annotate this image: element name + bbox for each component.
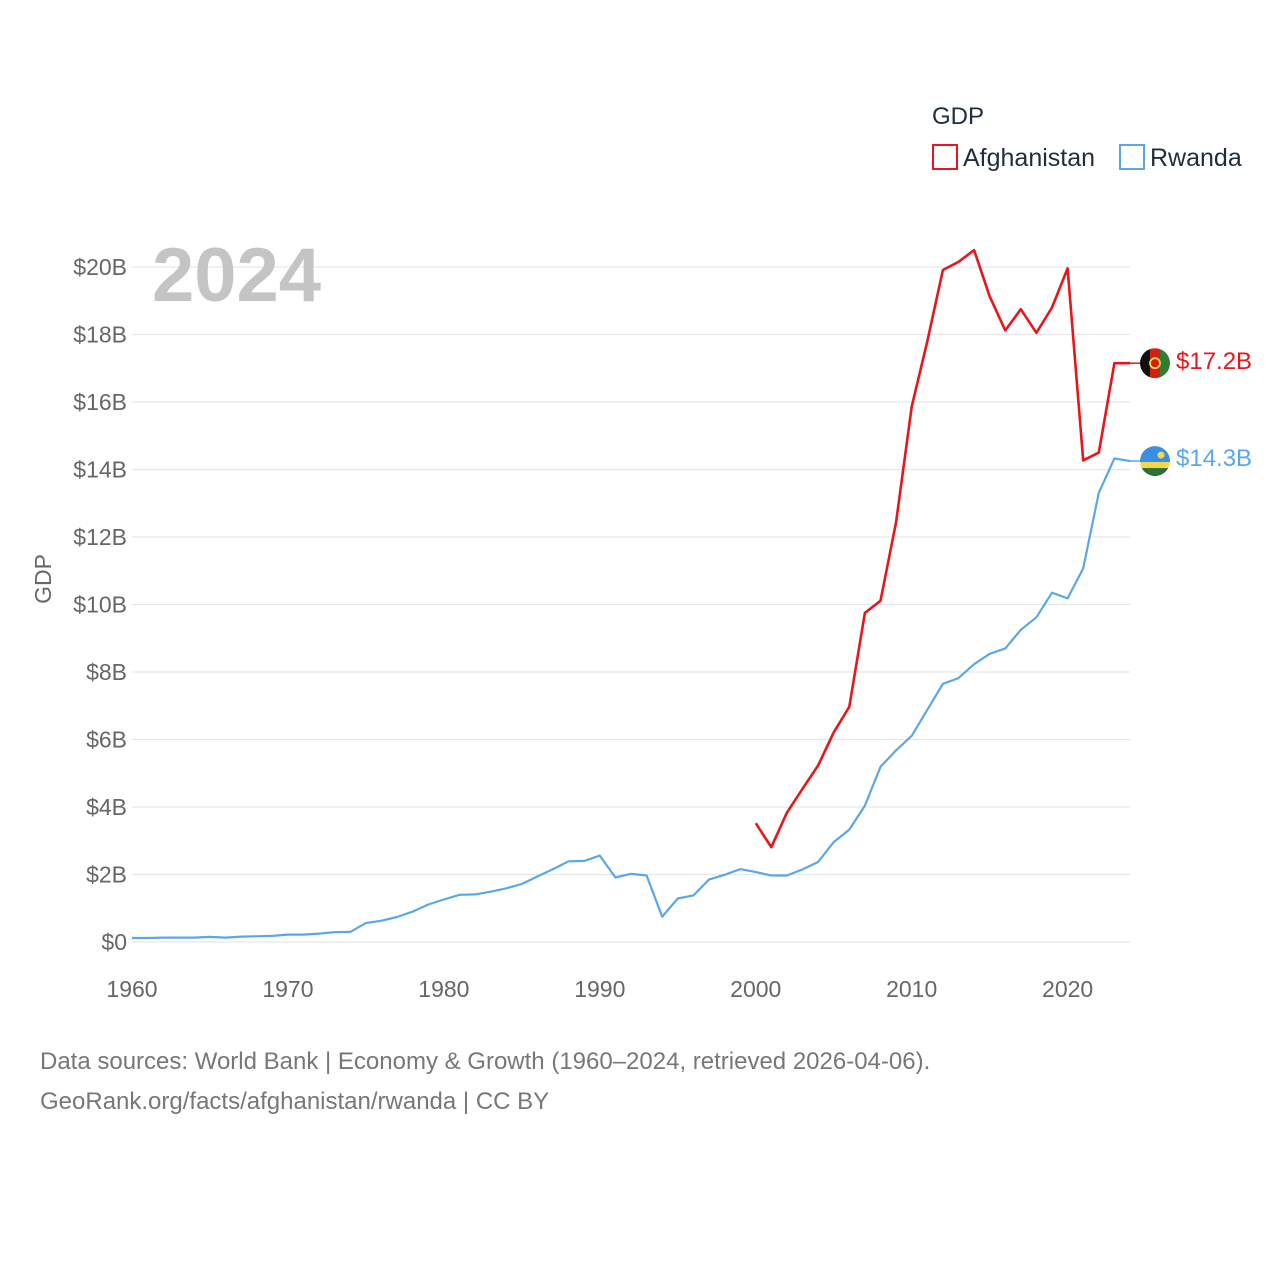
y-tick-label: $8B	[86, 659, 127, 685]
legend-title: GDP	[932, 103, 984, 130]
end-marker-afghanistan: $17.2B	[1130, 348, 1252, 379]
source-note: Data sources: World Bank | Economy & Gro…	[40, 1042, 930, 1122]
rwanda-flag-icon	[1140, 446, 1170, 477]
x-axis-ticks: 1960 1970 1980 1990 2000 2010 2020	[106, 976, 1093, 1002]
y-tick-label: $4B	[86, 794, 127, 820]
y-tick-label: $6B	[86, 727, 127, 753]
x-tick-label: 1960	[106, 976, 157, 1002]
series-line-rwanda[interactable]	[132, 457, 1131, 940]
y-tick-label: $16B	[73, 389, 127, 415]
source-line-1: Data sources: World Bank | Economy & Gro…	[40, 1048, 931, 1075]
x-tick-label: 1970	[262, 976, 313, 1002]
y-tick-label: $18B	[73, 322, 127, 348]
gridlines	[132, 266, 1130, 943]
y-tick-label: $12B	[73, 524, 127, 550]
source-line-2: GeoRank.org/facts/afghanistan/rwanda | C…	[40, 1088, 550, 1115]
y-tick-label: $14B	[73, 457, 127, 483]
y-tick-label: $0	[101, 929, 127, 955]
y-axis-ticks: $0 $2B $4B $6B $8B $10B $12B $14B $16B $18B $20B	[73, 254, 127, 955]
x-tick-label: 1980	[418, 976, 469, 1002]
y-tick-label: $2B	[86, 862, 127, 888]
x-tick-label: 1990	[574, 976, 625, 1002]
legend-swatch-rwanda[interactable]	[1119, 144, 1145, 170]
current-year-label: 2024	[152, 233, 321, 318]
legend-label-rwanda[interactable]: Rwanda	[1150, 144, 1242, 172]
y-tick-label: $20B	[73, 254, 127, 280]
afghanistan-flag-icon	[1140, 348, 1170, 379]
x-tick-label: 2000	[730, 976, 781, 1002]
y-tick-label: $10B	[73, 592, 127, 618]
end-marker-rwanda: $14.3B	[1130, 445, 1252, 477]
afghanistan-end-value: $17.2B	[1176, 348, 1252, 375]
legend: GDP Afghanistan Rwanda	[932, 103, 1242, 172]
y-axis-title: GDP	[30, 554, 56, 604]
x-tick-label: 2020	[1042, 976, 1093, 1002]
series-lines	[132, 248, 1131, 940]
legend-label-afghanistan[interactable]: Afghanistan	[963, 144, 1095, 172]
series-line-afghanistan[interactable]	[754, 248, 1130, 849]
x-tick-label: 2010	[886, 976, 937, 1002]
rwanda-end-value: $14.3B	[1176, 445, 1252, 472]
legend-swatch-afghanistan[interactable]	[932, 144, 958, 170]
